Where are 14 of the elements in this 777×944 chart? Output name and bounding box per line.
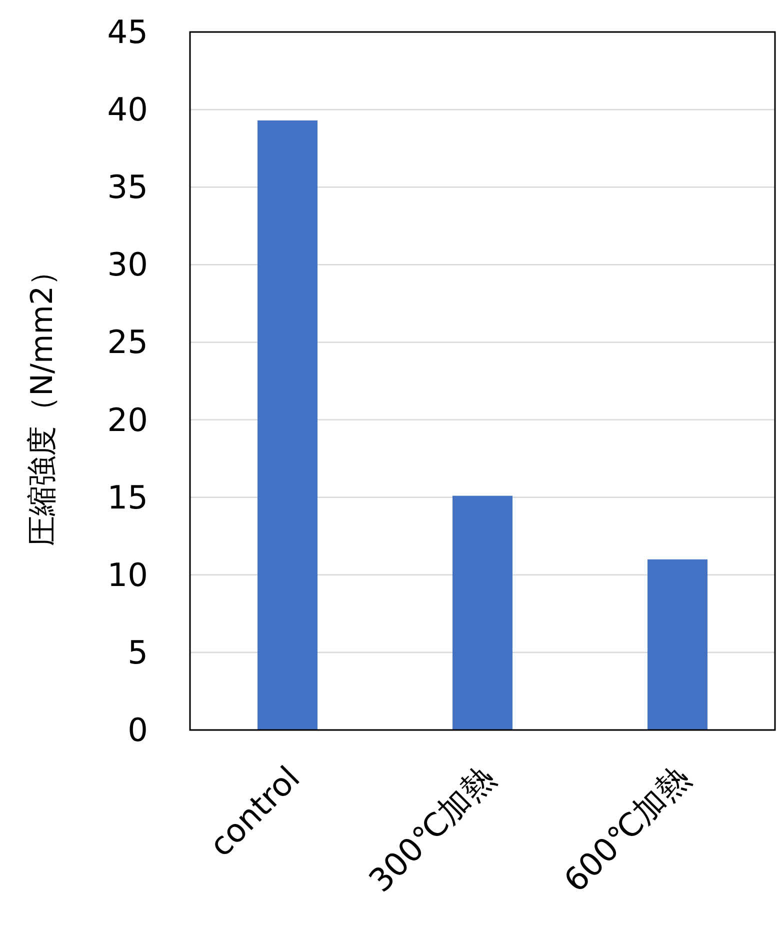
bar [452,496,512,730]
y-tick-label: 10 [107,556,148,594]
bar [258,120,318,730]
y-axis-title: 圧縮強度（N/mm2） [25,256,60,546]
y-tick-label: 0 [128,711,148,749]
bar [648,559,708,730]
y-tick-label: 30 [107,246,148,284]
y-tick-label: 5 [128,633,148,672]
y-tick-label: 15 [107,478,148,516]
y-tick-label: 25 [107,323,148,362]
y-tick-label: 35 [107,168,148,206]
y-tick-label: 20 [107,400,148,439]
y-tick-label: 40 [107,90,148,129]
y-tick-label: 45 [107,13,148,51]
